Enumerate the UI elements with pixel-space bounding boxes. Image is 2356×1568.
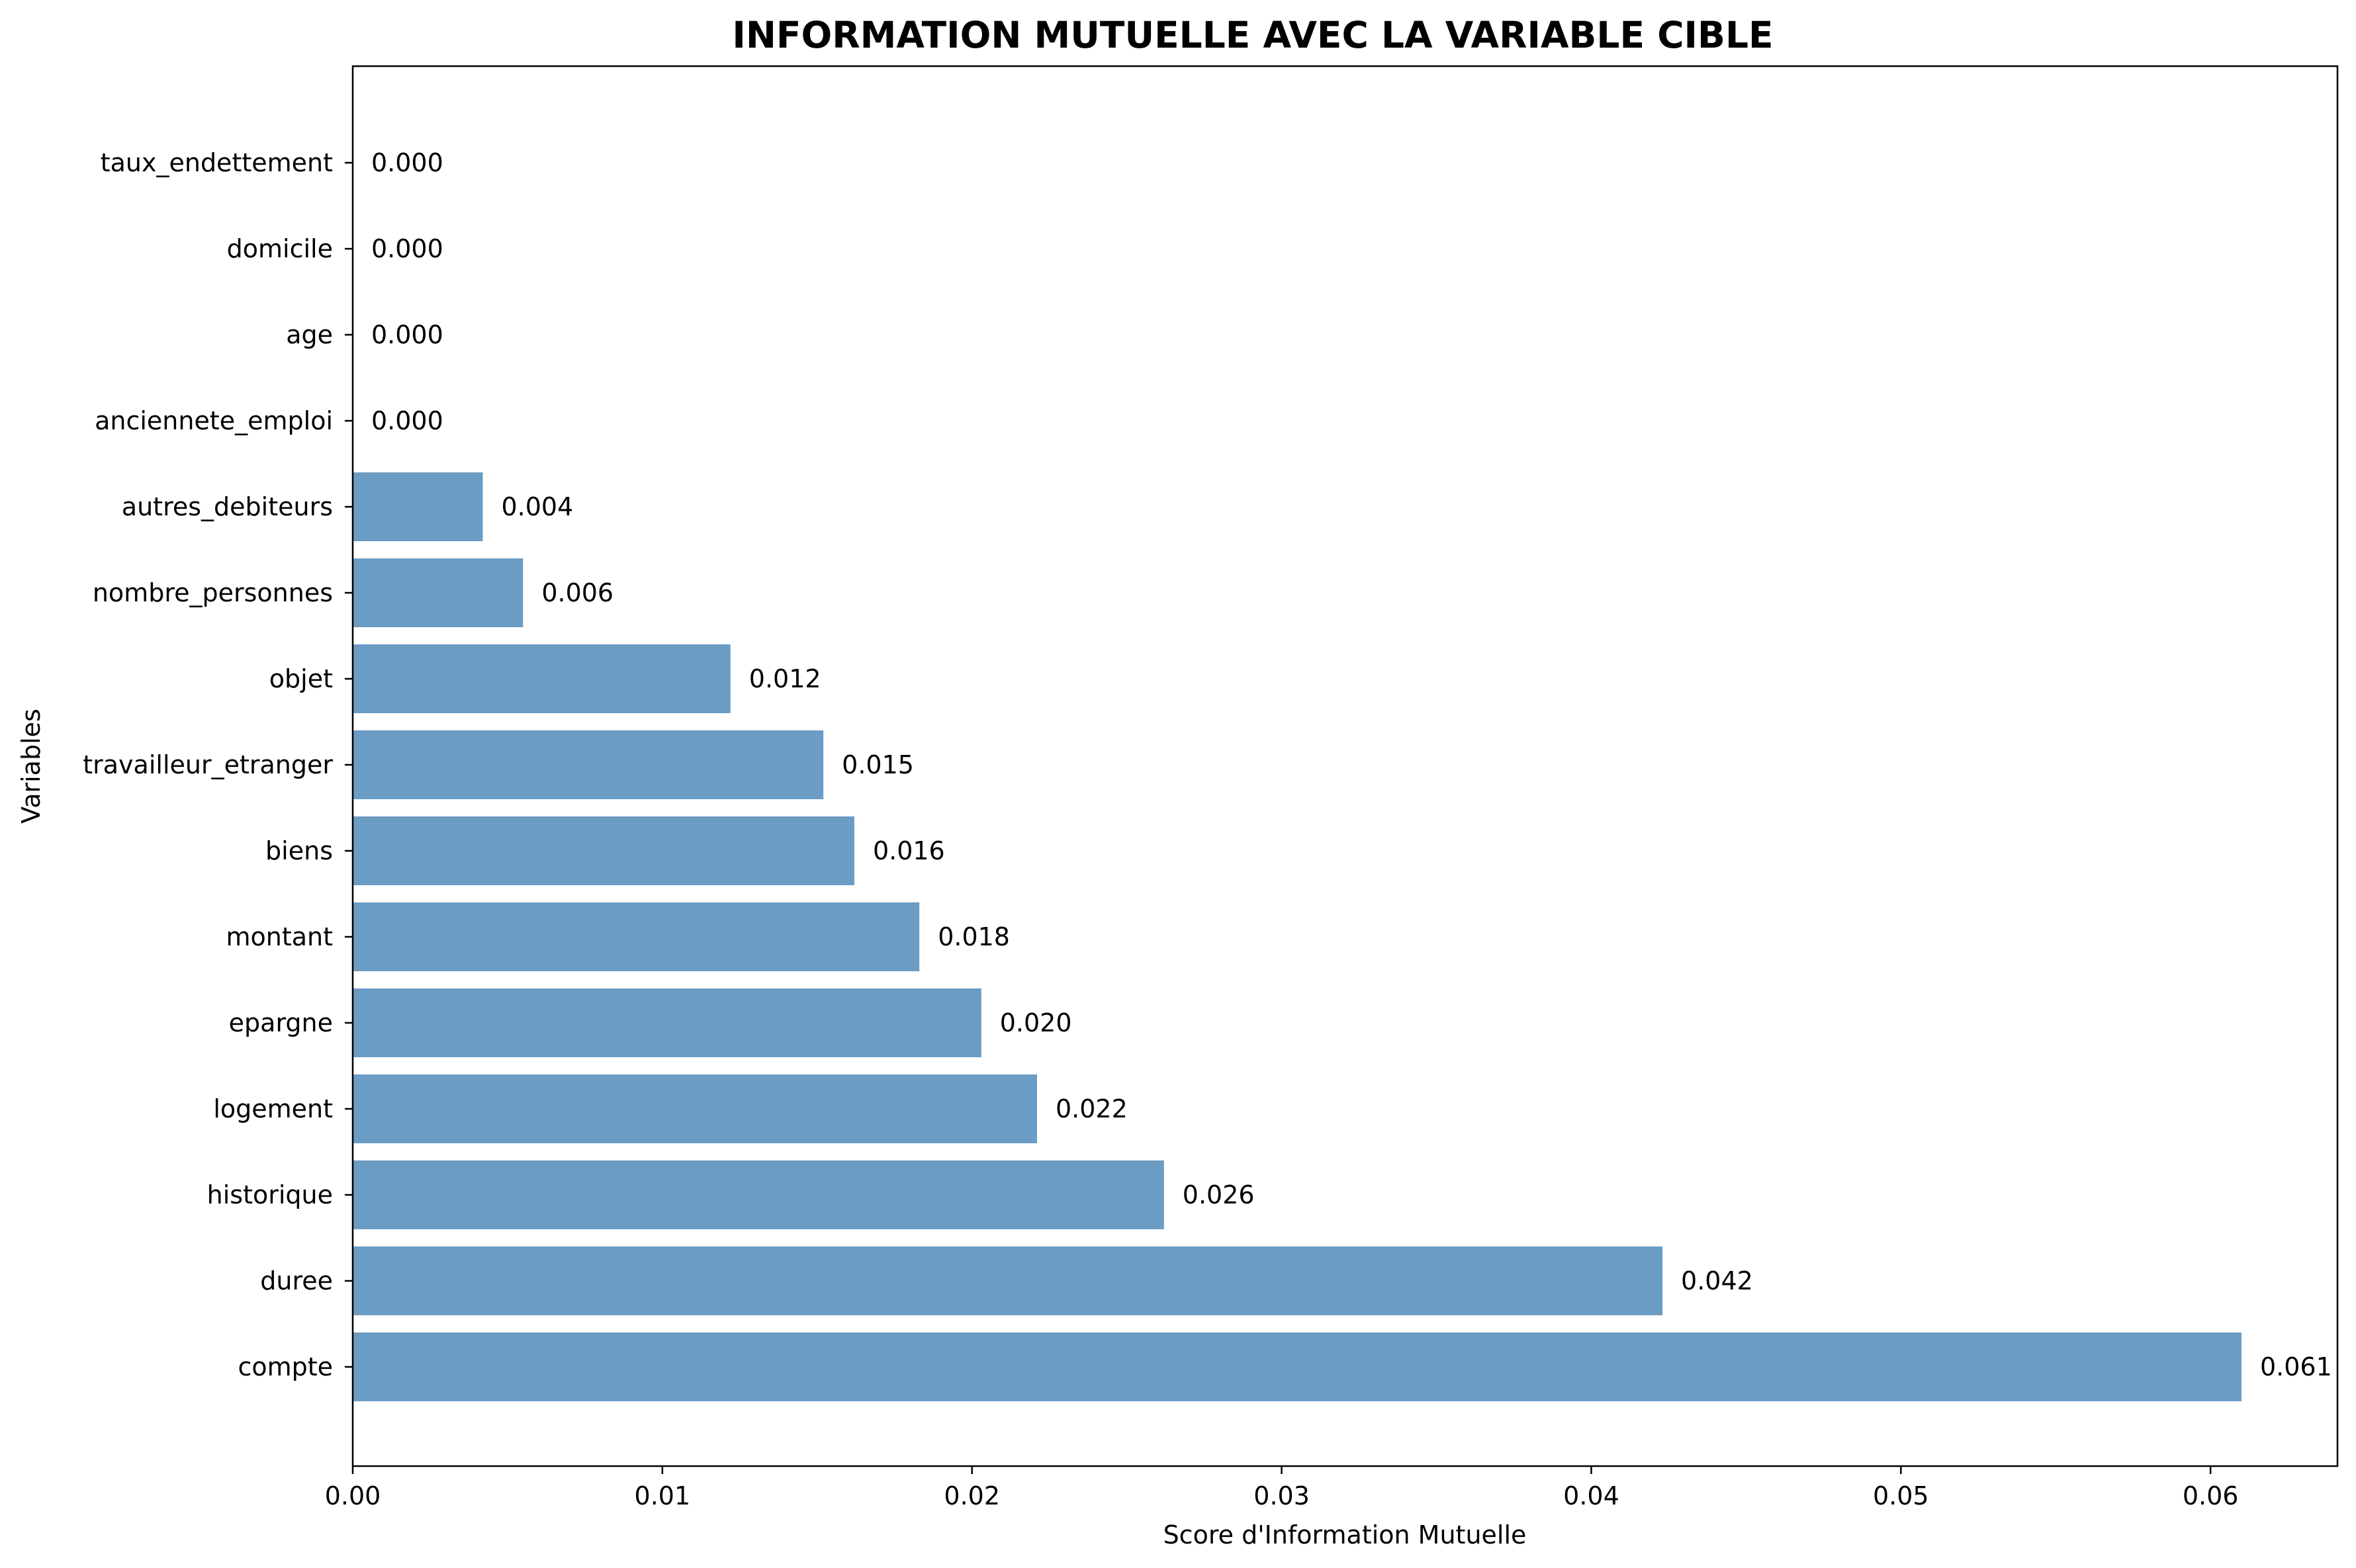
value-label-autres-debiteurs: 0.004 [502, 492, 574, 521]
value-label-epargne: 0.020 [1000, 1008, 1072, 1037]
x-tick-label: 0.01 [635, 1481, 691, 1510]
y-tick-label-montant: montant [226, 922, 333, 951]
bar-objet [353, 644, 731, 713]
x-tick-label: 0.03 [1253, 1481, 1310, 1510]
value-label-anciennete-emploi: 0.000 [371, 406, 443, 435]
y-tick-label-anciennete-emploi: anciennete_emploi [95, 406, 333, 435]
value-label-age: 0.000 [371, 320, 443, 349]
x-axis-label: Score d'Information Mutuelle [1163, 1520, 1527, 1549]
bar-autres-debiteurs [353, 472, 483, 541]
chart-title: INFORMATION MUTUELLE AVEC LA VARIABLE CI… [732, 14, 1773, 56]
y-tick-label-autres-debiteurs: autres_debiteurs [122, 492, 333, 521]
x-tick-label: 0.04 [1563, 1481, 1619, 1510]
bar-travailleur-etranger [353, 730, 824, 799]
y-tick-label-travailleur-etranger: travailleur_etranger [83, 750, 333, 779]
value-label-biens: 0.016 [873, 836, 945, 865]
value-label-logement: 0.022 [1056, 1094, 1128, 1123]
bar-nombre-personnes [353, 558, 523, 627]
value-label-nombre-personnes: 0.006 [541, 578, 613, 607]
bar-biens [353, 816, 854, 885]
bar-historique [353, 1160, 1164, 1229]
x-tick-label: 0.00 [325, 1481, 381, 1510]
x-axis-ticks: 0.00 0.01 0.02 0.03 0.04 0.05 0.06 [325, 1466, 2239, 1510]
bar-duree [353, 1246, 1663, 1315]
value-labels: 0.061 0.042 0.026 0.022 0.020 0.018 0.016 0.015… [371, 148, 2332, 1381]
value-label-historique: 0.026 [1183, 1180, 1255, 1209]
y-tick-label-historique: historique [207, 1180, 333, 1209]
bar-compte [353, 1332, 2242, 1401]
y-tick-label-biens: biens [265, 836, 333, 865]
value-label-domicile: 0.000 [371, 234, 443, 263]
y-tick-label-epargne: epargne [229, 1008, 333, 1037]
y-tick-label-taux-endettement: taux_endettement [101, 148, 333, 177]
y-tick-label-duree: duree [260, 1266, 333, 1295]
x-tick-label: 0.02 [944, 1481, 1000, 1510]
value-label-taux-endettement: 0.000 [371, 148, 443, 177]
bar-logement [353, 1074, 1037, 1143]
y-tick-label-logement: logement [213, 1094, 333, 1123]
value-label-montant: 0.018 [938, 922, 1010, 951]
y-tick-label-nombre-personnes: nombre_personnes [93, 578, 333, 607]
x-tick-label: 0.05 [1873, 1481, 1929, 1510]
bar-epargne [353, 988, 981, 1057]
plot-frame [351, 65, 2339, 1467]
y-tick-label-compte: compte [238, 1352, 333, 1381]
value-label-travailleur-etranger: 0.015 [842, 750, 914, 779]
value-label-objet: 0.012 [749, 664, 821, 693]
bar-montant [353, 902, 920, 971]
y-tick-label-age: age [286, 320, 333, 349]
y-axis-ticks: compte duree historique logement epargne mont… [83, 148, 353, 1381]
x-tick-label: 0.06 [2183, 1481, 2239, 1510]
y-tick-label-domicile: domicile [227, 234, 333, 263]
bars-layer [353, 472, 2242, 1401]
y-tick-label-objet: objet [269, 664, 333, 693]
y-axis-label: Variables [17, 709, 46, 824]
value-label-duree: 0.042 [1681, 1266, 1753, 1295]
value-label-compte: 0.061 [2260, 1352, 2332, 1381]
